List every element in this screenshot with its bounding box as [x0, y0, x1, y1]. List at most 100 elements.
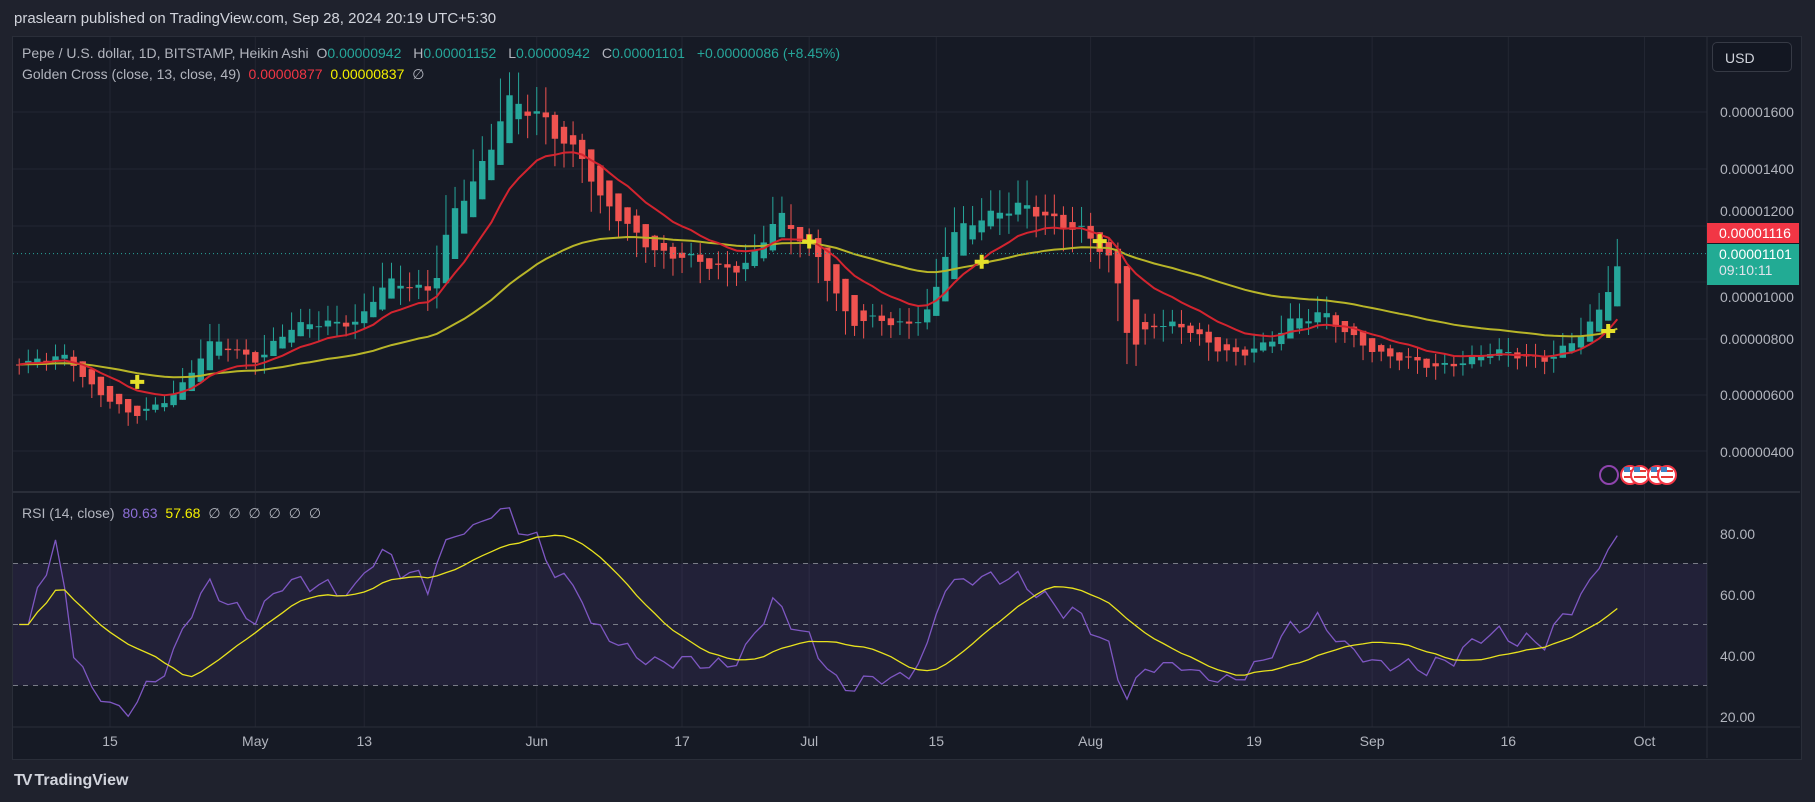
candle-body [687, 253, 695, 256]
candle-body [597, 165, 604, 196]
candle-body [97, 376, 105, 396]
ask-price-label: 0.00001116 [1707, 223, 1799, 243]
candle-body [43, 360, 50, 362]
candle-body [1378, 345, 1385, 352]
candle-body [188, 372, 195, 392]
candle-body [1432, 363, 1439, 367]
candle-body [479, 161, 486, 200]
candle-body [642, 224, 649, 248]
indicator-title[interactable]: Golden Cross (close, 13, close, 49) [22, 66, 241, 82]
branding-text: TradingView [34, 772, 129, 789]
candle-body [760, 242, 767, 259]
candle-body [233, 349, 241, 351]
candle-body [860, 310, 867, 322]
candle-body [660, 242, 668, 251]
candle-body [706, 258, 713, 269]
symbol-title[interactable]: Pepe / U.S. dollar, 1D, BITSTAMP, Heikin… [22, 45, 309, 61]
flag-canton [1634, 467, 1640, 472]
candle-body [796, 227, 804, 242]
flag-stripe [1651, 476, 1663, 478]
rsi-tick: 20.00 [1720, 709, 1756, 725]
candle-body [342, 322, 350, 327]
candle-body [1005, 213, 1013, 216]
candle-body [134, 405, 141, 416]
candle-body [324, 320, 332, 327]
candle-body [951, 232, 958, 280]
candle-body [106, 385, 114, 402]
golden-cross-marker [802, 234, 817, 249]
candle-body [488, 149, 495, 181]
candle-body [1269, 341, 1276, 347]
candle-body [460, 200, 468, 234]
candle-body [1405, 356, 1412, 358]
time-tick: Aug [1078, 733, 1104, 749]
candle-body [942, 256, 949, 302]
candle-body [1605, 292, 1612, 321]
time-tick: Oct [1633, 733, 1656, 749]
candle-body [379, 287, 386, 310]
candle-body [1232, 347, 1240, 352]
candle-body [1196, 329, 1203, 335]
candle-body [124, 399, 132, 413]
time-tick: 19 [1246, 733, 1262, 749]
candle-body [1441, 362, 1448, 365]
candle-body [1042, 211, 1049, 216]
candle-body [578, 139, 586, 159]
golden-cross-marker [1601, 324, 1616, 339]
last-price-label: 0.00001101 09:10:11 [1707, 244, 1799, 285]
chart-frame[interactable] [12, 36, 1802, 760]
lightning-event-icon [1599, 465, 1619, 485]
currency-button[interactable]: USD [1712, 42, 1792, 72]
candle-body [115, 393, 123, 405]
candle-body [497, 121, 504, 165]
price-tick: 0.00001200 [1720, 203, 1794, 219]
candle-body [152, 404, 159, 410]
time-tick: 15 [928, 733, 945, 749]
candle-body [1568, 343, 1576, 352]
price-tick: 0.00000800 [1720, 331, 1794, 347]
rsi-title[interactable]: RSI (14, close) [22, 505, 115, 521]
candle-body [787, 225, 795, 229]
candle-body [88, 369, 96, 385]
candle-body [315, 326, 323, 328]
na-value: ∅ [412, 66, 425, 82]
candle-body [1287, 318, 1294, 339]
candle-body [1114, 248, 1122, 284]
candle-body [1496, 349, 1503, 356]
rsi-tick: 60.00 [1720, 587, 1756, 603]
candle-body [1060, 214, 1067, 230]
candle-body [1187, 325, 1194, 333]
flag-canton [1661, 467, 1667, 472]
price-tick: 0.00001400 [1720, 161, 1794, 177]
candle-body [1078, 225, 1085, 227]
candle-body [869, 315, 876, 317]
change-value: +0.00000086 (+8.45%) [696, 45, 841, 61]
candle-body [1323, 313, 1330, 318]
candle-body [815, 238, 822, 258]
candle-body [34, 358, 41, 363]
candle-body [261, 354, 268, 358]
candle-body [61, 354, 68, 359]
candle-body [1350, 326, 1358, 336]
candle-body [1505, 352, 1512, 354]
publish-header: praslearn published on TradingView.com, … [0, 0, 1815, 36]
golden-cross-marker [974, 254, 989, 269]
candle-body [52, 356, 59, 361]
candle-body [1550, 356, 1557, 359]
symbol-legend: Pepe / U.S. dollar, 1D, BITSTAMP, Heikin… [22, 45, 844, 61]
high-value: 0.00001152 [423, 45, 497, 61]
candle-body [224, 348, 232, 351]
candle-body [406, 287, 413, 289]
candle-body [1160, 326, 1167, 328]
candle-body [515, 103, 522, 120]
tradingview-branding[interactable]: TV TradingView [14, 772, 128, 790]
time-tick: 16 [1500, 733, 1517, 749]
flag-stripe [1624, 476, 1636, 478]
candle-body [1396, 352, 1403, 361]
candle-body [1477, 355, 1485, 361]
na-value: ∅ [228, 505, 241, 521]
candle-body [878, 315, 885, 321]
candle-body [1459, 363, 1467, 366]
time-tick: May [242, 733, 269, 749]
